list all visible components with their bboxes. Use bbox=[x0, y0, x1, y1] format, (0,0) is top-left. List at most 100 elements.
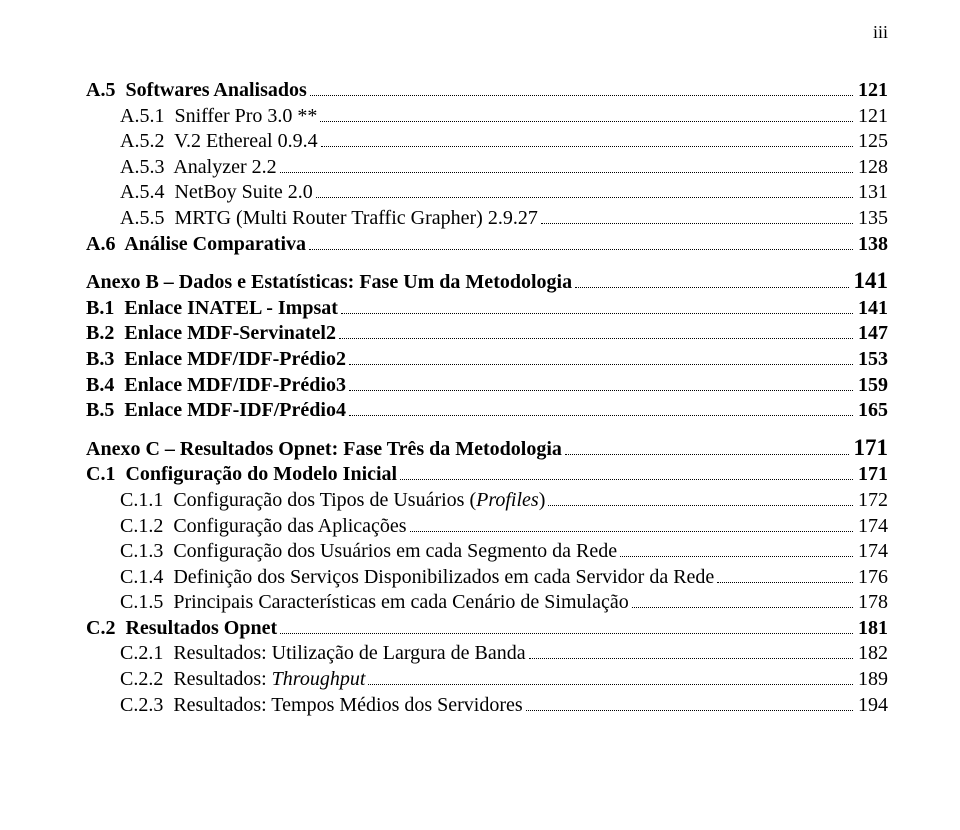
toc-label: C.2.2 Resultados: Throughput bbox=[120, 667, 365, 693]
toc-page: 182 bbox=[856, 641, 888, 667]
toc-page: 153 bbox=[856, 347, 888, 373]
toc-label: C.1.3 Configuração dos Usuários em cada … bbox=[120, 539, 617, 565]
toc-page: 176 bbox=[856, 565, 888, 591]
toc-label: B.3 Enlace MDF/IDF-Prédio2 bbox=[86, 347, 346, 373]
toc-label: Anexo C – Resultados Opnet: Fase Três da… bbox=[86, 437, 562, 463]
toc-page: 141 bbox=[852, 266, 889, 295]
toc-leader bbox=[341, 313, 853, 314]
toc-label: A.5 Softwares Analisados bbox=[86, 78, 307, 104]
toc-label: A.5.3 Analyzer 2.2 bbox=[120, 155, 277, 181]
toc-row: B.5 Enlace MDF-IDF/Prédio4 165 bbox=[78, 398, 888, 424]
page-number: iii bbox=[873, 22, 888, 43]
toc-page: 174 bbox=[856, 539, 888, 565]
toc-label: Anexo B – Dados e Estatísticas: Fase Um … bbox=[86, 270, 572, 296]
toc-row: A.5.2 V.2 Ethereal 0.9.4 125 bbox=[78, 129, 888, 155]
toc-row: A.5.1 Sniffer Pro 3.0 ** 121 bbox=[78, 104, 888, 130]
toc-row: B.2 Enlace MDF-Servinatel2 147 bbox=[78, 321, 888, 347]
toc-label: B.2 Enlace MDF-Servinatel2 bbox=[86, 321, 336, 347]
toc-leader bbox=[339, 338, 853, 339]
toc-leader bbox=[316, 197, 853, 198]
toc-leader bbox=[548, 505, 853, 506]
toc-page: 138 bbox=[856, 232, 888, 258]
toc-label: A.5.2 V.2 Ethereal 0.9.4 bbox=[120, 129, 318, 155]
toc-label: C.1.4 Definição dos Serviços Disponibili… bbox=[120, 565, 714, 591]
toc-label: C.2 Resultados Opnet bbox=[86, 616, 277, 642]
toc-row: C.2 Resultados Opnet 181 bbox=[78, 616, 888, 642]
toc-leader bbox=[280, 633, 853, 634]
toc-row: C.1.2 Configuração das Aplicações 174 bbox=[78, 514, 888, 540]
toc-row: C.1.4 Definição dos Serviços Disponibili… bbox=[78, 565, 888, 591]
toc-label: A.5.1 Sniffer Pro 3.0 ** bbox=[120, 104, 317, 130]
toc-row: C.1.3 Configuração dos Usuários em cada … bbox=[78, 539, 888, 565]
toc-label: A.5.5 MRTG (Multi Router Traffic Grapher… bbox=[120, 206, 538, 232]
toc-row: C.2.1 Resultados: Utilização de Largura … bbox=[78, 641, 888, 667]
toc-leader bbox=[529, 658, 853, 659]
toc-label: C.2.1 Resultados: Utilização de Largura … bbox=[120, 641, 526, 667]
toc-leader bbox=[349, 415, 853, 416]
toc-label: A.5.4 NetBoy Suite 2.0 bbox=[120, 180, 313, 206]
toc-page: 159 bbox=[856, 373, 888, 399]
toc-row: C.2.3 Resultados: Tempos Médios dos Serv… bbox=[78, 693, 888, 719]
toc-label: C.1.1 Configuração dos Tipos de Usuários… bbox=[120, 488, 545, 514]
toc-page: 171 bbox=[856, 462, 888, 488]
toc-leader bbox=[349, 390, 853, 391]
toc-leader bbox=[565, 454, 849, 455]
toc-leader bbox=[541, 223, 853, 224]
toc-page: 147 bbox=[856, 321, 888, 347]
toc-page: 174 bbox=[856, 514, 888, 540]
toc-leader bbox=[368, 684, 853, 685]
toc-page: 131 bbox=[856, 180, 888, 206]
toc-row: A.6 Análise Comparativa 138 bbox=[78, 232, 888, 258]
toc-leader bbox=[620, 556, 853, 557]
toc-label: B.5 Enlace MDF-IDF/Prédio4 bbox=[86, 398, 346, 424]
toc-page: 135 bbox=[856, 206, 888, 232]
toc-page: 178 bbox=[856, 590, 888, 616]
toc-row: Anexo B – Dados e Estatísticas: Fase Um … bbox=[78, 266, 888, 296]
toc-gap bbox=[78, 424, 888, 433]
toc-row: B.1 Enlace INATEL - Impsat 141 bbox=[78, 296, 888, 322]
toc-gap bbox=[78, 257, 888, 266]
toc-row: C.1.5 Principais Características em cada… bbox=[78, 590, 888, 616]
table-of-contents: A.5 Softwares Analisados121A.5.1 Sniffer… bbox=[78, 78, 888, 718]
toc-leader bbox=[310, 95, 853, 96]
toc-page: 128 bbox=[856, 155, 888, 181]
toc-label: B.4 Enlace MDF/IDF-Prédio3 bbox=[86, 373, 346, 399]
toc-label: C.1 Configuração do Modelo Inicial bbox=[86, 462, 397, 488]
toc-row: A.5.3 Analyzer 2.2 128 bbox=[78, 155, 888, 181]
toc-row: C.2.2 Resultados: Throughput 189 bbox=[78, 667, 888, 693]
toc-row: C.1.1 Configuração dos Tipos de Usuários… bbox=[78, 488, 888, 514]
toc-row: B.3 Enlace MDF/IDF-Prédio2 153 bbox=[78, 347, 888, 373]
toc-page: 121 bbox=[856, 78, 888, 104]
toc-page: 172 bbox=[856, 488, 888, 514]
toc-row: B.4 Enlace MDF/IDF-Prédio3 159 bbox=[78, 373, 888, 399]
toc-leader bbox=[717, 582, 853, 583]
toc-leader bbox=[349, 364, 853, 365]
toc-label: C.1.2 Configuração das Aplicações bbox=[120, 514, 407, 540]
toc-leader bbox=[320, 121, 853, 122]
toc-page: 121 bbox=[856, 104, 888, 130]
toc-leader bbox=[400, 479, 853, 480]
toc-label: C.2.3 Resultados: Tempos Médios dos Serv… bbox=[120, 693, 523, 719]
toc-page: 125 bbox=[856, 129, 888, 155]
toc-leader bbox=[309, 249, 853, 250]
toc-leader bbox=[575, 287, 848, 288]
toc-row: A.5.4 NetBoy Suite 2.0 131 bbox=[78, 180, 888, 206]
toc-leader bbox=[280, 172, 853, 173]
toc-leader bbox=[410, 531, 853, 532]
toc-row: A.5.5 MRTG (Multi Router Traffic Grapher… bbox=[78, 206, 888, 232]
toc-page: 165 bbox=[856, 398, 888, 424]
toc-page: 171 bbox=[852, 433, 889, 462]
toc-page: 194 bbox=[856, 693, 888, 719]
toc-leader bbox=[632, 607, 853, 608]
toc-row: C.1 Configuração do Modelo Inicial 171 bbox=[78, 462, 888, 488]
toc-page: 141 bbox=[856, 296, 888, 322]
toc-page: 189 bbox=[856, 667, 888, 693]
toc-label: A.6 Análise Comparativa bbox=[86, 232, 306, 258]
toc-label: C.1.5 Principais Características em cada… bbox=[120, 590, 629, 616]
toc-row: A.5 Softwares Analisados 121 bbox=[78, 78, 888, 104]
toc-label: B.1 Enlace INATEL - Impsat bbox=[86, 296, 338, 322]
toc-row: Anexo C – Resultados Opnet: Fase Três da… bbox=[78, 433, 888, 463]
toc-leader bbox=[526, 710, 853, 711]
toc-leader bbox=[321, 146, 853, 147]
toc-page: 181 bbox=[856, 616, 888, 642]
